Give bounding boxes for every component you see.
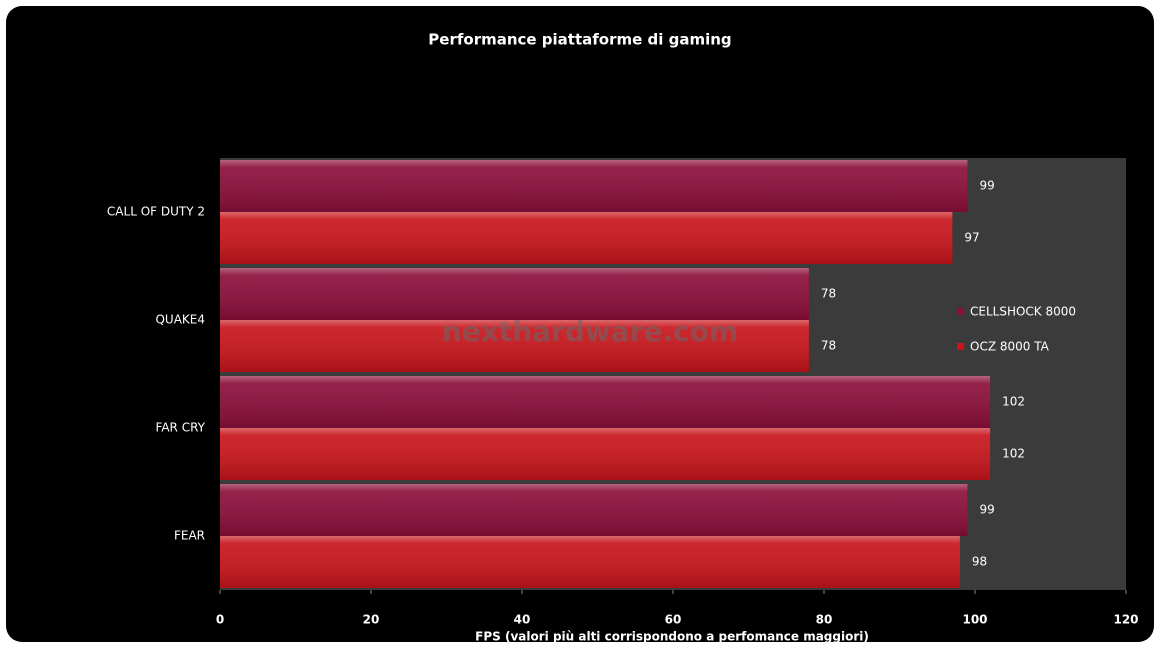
- x-tick-label: 0: [216, 613, 224, 627]
- y-tick-label: FAR CRY: [156, 421, 206, 435]
- bar-shade: [220, 484, 968, 536]
- legend-marker: [957, 308, 964, 315]
- data-label: 102: [1002, 447, 1025, 461]
- bar: [220, 320, 809, 372]
- data-label: 78: [821, 287, 836, 301]
- data-label: 98: [972, 555, 987, 569]
- data-label: 97: [964, 231, 979, 245]
- x-tick-label: 60: [665, 613, 682, 627]
- legend-label: OCZ 8000 TA: [970, 340, 1050, 354]
- bar-shade: [220, 428, 991, 480]
- legend-marker: [957, 343, 964, 350]
- chart-title: Performance piattaforme di gaming: [428, 31, 731, 49]
- watermark: nexthardware.com: [442, 315, 738, 348]
- legend-label: CELLSHOCK 8000: [970, 305, 1076, 319]
- x-tick-label: 120: [1113, 613, 1138, 627]
- y-tick-label: FEAR: [174, 529, 205, 543]
- bar-shade: [220, 160, 968, 212]
- data-label: 78: [821, 339, 836, 353]
- bar-shade: [220, 320, 809, 372]
- x-tick-label: 20: [363, 613, 380, 627]
- bar: [220, 376, 991, 428]
- bar: [220, 212, 953, 264]
- bar: [220, 268, 809, 320]
- x-tick-label: 80: [816, 613, 833, 627]
- bar-shade: [220, 376, 991, 428]
- bar-shade: [220, 212, 953, 264]
- y-tick-label: QUAKE4: [155, 313, 205, 327]
- y-tick-label: CALL OF DUTY 2: [107, 205, 205, 219]
- bar: [220, 536, 960, 588]
- x-tick-label: 100: [962, 613, 987, 627]
- bar-shade: [220, 536, 960, 588]
- bar: [220, 428, 991, 480]
- bar: [220, 484, 968, 536]
- data-label: 102: [1002, 395, 1025, 409]
- bar-shade: [220, 268, 809, 320]
- data-label: 99: [979, 179, 994, 193]
- x-axis-title: FPS (valori più alti corrispondono a per…: [475, 630, 869, 644]
- data-label: 99: [979, 503, 994, 517]
- x-tick-label: 40: [514, 613, 531, 627]
- bar: [220, 160, 968, 212]
